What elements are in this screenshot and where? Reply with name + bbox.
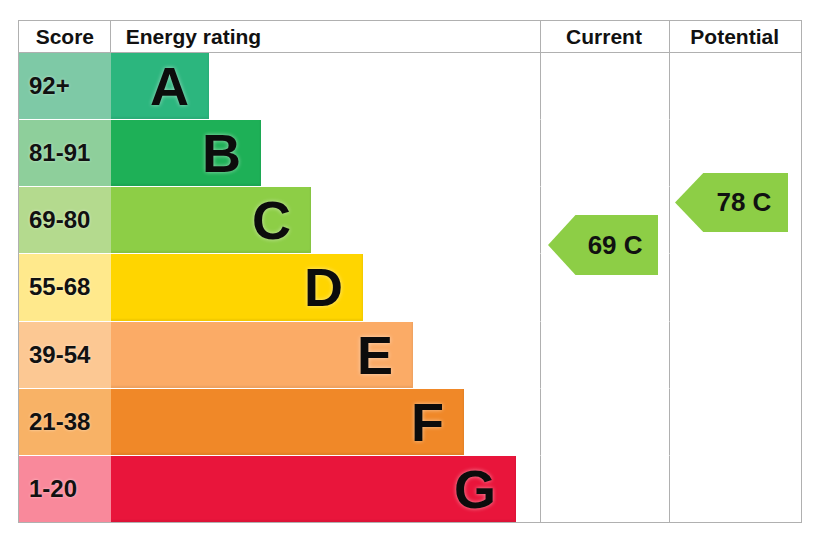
bands-area: 92+ A 81-91 B 69-80 C 55-68 (19, 53, 801, 522)
rating-letter-f: F (411, 395, 444, 449)
rating-letter-c: C (252, 193, 291, 247)
band-row-e: 39-54 E (19, 321, 801, 388)
divider-score-energy (110, 21, 111, 52)
band-row-d: 55-68 D (19, 253, 801, 320)
header-current: Current (540, 25, 669, 49)
table-header-row: Score Energy rating Current Potential (19, 21, 801, 53)
rating-bar-f: F (111, 389, 464, 455)
epc-table: Score Energy rating Current Potential 92… (18, 20, 802, 523)
band-row-g: 1-20 G (19, 455, 801, 522)
header-energy-rating: Energy rating (111, 25, 540, 49)
band-row-f: 21-38 F (19, 388, 801, 455)
rating-bar-d: D (111, 254, 363, 320)
rating-letter-d: D (304, 260, 343, 314)
rating-letter-g: G (454, 462, 496, 516)
band-row-b: 81-91 B (19, 119, 801, 186)
rating-bar-a: A (111, 53, 209, 119)
rating-bar-c: C (111, 187, 311, 253)
score-range-d: 55-68 (19, 254, 111, 320)
score-range-f: 21-38 (19, 389, 111, 455)
epc-energy-rating-chart: Score Energy rating Current Potential 92… (0, 0, 820, 547)
score-range-a: 92+ (19, 53, 111, 119)
score-range-c: 69-80 (19, 187, 111, 253)
header-score: Score (19, 25, 111, 49)
band-row-a: 92+ A (19, 53, 801, 119)
score-range-b: 81-91 (19, 120, 111, 186)
rating-letter-e: E (357, 328, 393, 382)
current-rating-label: 69 C (563, 230, 642, 261)
rating-letter-b: B (202, 126, 241, 180)
rating-bar-e: E (111, 322, 413, 388)
rating-bar-g: G (111, 456, 516, 522)
rating-letter-a: A (150, 59, 189, 113)
score-range-g: 1-20 (19, 456, 111, 522)
header-potential: Potential (668, 25, 801, 49)
potential-rating-label: 78 C (692, 187, 772, 218)
score-range-e: 39-54 (19, 322, 111, 388)
rating-bar-b: B (111, 120, 261, 186)
